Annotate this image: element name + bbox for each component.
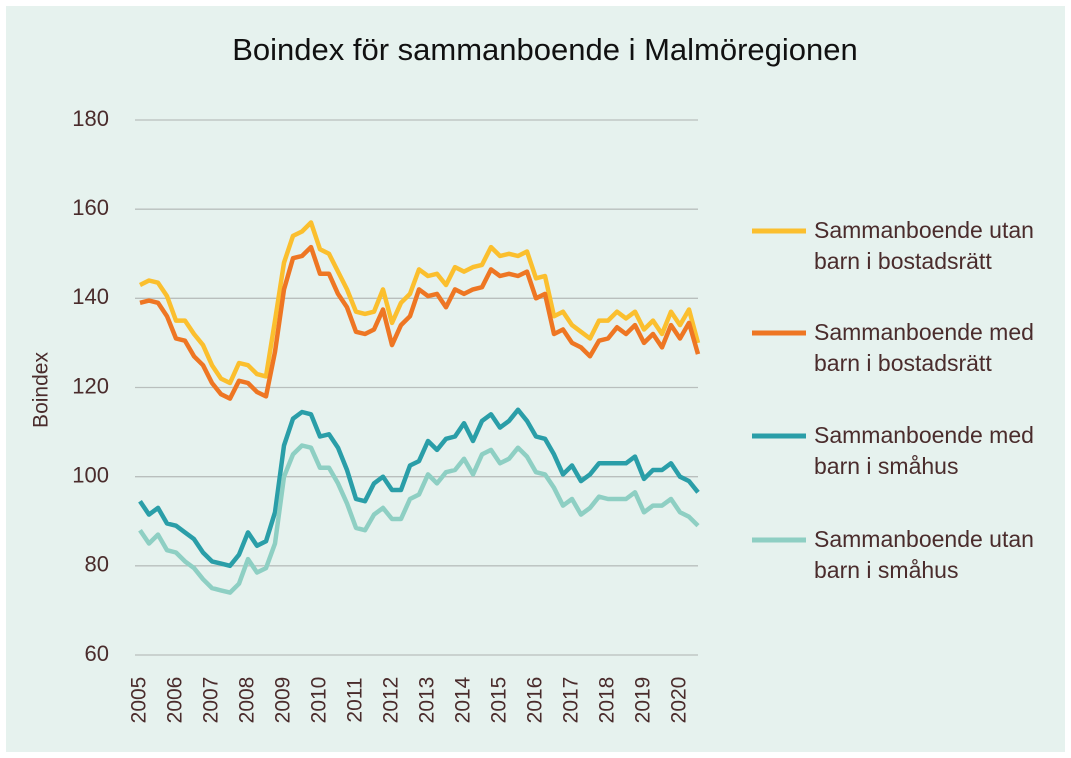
x-tick-label: 2015 [488,677,511,724]
legend-label: Sammanboende utan barn i bostadsrätt [814,217,1034,274]
chart: Boindex för sammanboende i Malmöregionen… [30,32,858,724]
y-tick-label: 140 [72,284,109,309]
y-tick-label: 80 [85,552,109,577]
y-tick-label: 120 [72,373,109,398]
chart-area: Boindex för sammanboende i Malmöregionen… [6,6,1065,752]
x-tick-label: 2008 [236,677,259,724]
legend-label: Sammanboende med barn i småhus [814,422,1034,479]
x-tick-label: 2018 [596,677,619,724]
line-series [138,407,700,569]
x-tick-label: 2009 [272,677,295,724]
x-tick-label: 2011 [344,677,367,722]
y-tick-label: 60 [85,641,109,666]
x-tick-label: 2017 [560,677,583,724]
x-tick-label: 2016 [524,677,547,724]
x-tick-label: 2012 [380,677,403,724]
x-tick-label: 2007 [200,677,223,724]
chart-title: Boindex för sammanboende i Malmöregionen [232,32,858,67]
y-tick-label: 160 [72,195,109,220]
x-tick-label: 2020 [668,677,691,724]
x-tick-label: 2019 [632,677,655,724]
y-axis-label: Boindex [30,352,53,428]
y-tick-label: 180 [72,106,109,131]
x-tick-label: 2013 [416,677,439,724]
x-tick-label: 2005 [128,677,151,724]
x-tick-label: 2010 [308,677,331,724]
line-series [138,220,701,386]
line-series [139,244,701,401]
line-series [138,443,700,595]
legend-label: Sammanboende utan barn i småhus [814,526,1034,583]
x-tick-label: 2014 [452,676,475,723]
x-tick-label: 2006 [164,677,187,724]
legend-label: Sammanboende med barn i bostadsrätt [814,319,1034,376]
y-tick-label: 100 [72,462,109,487]
